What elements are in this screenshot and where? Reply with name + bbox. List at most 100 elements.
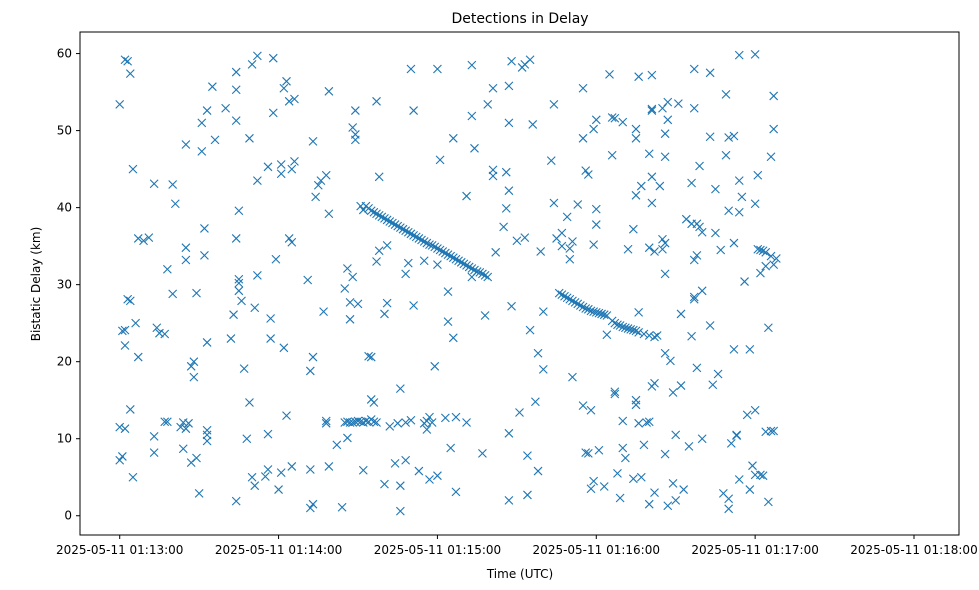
detection-marker: [197, 118, 207, 128]
detection-marker: [523, 490, 532, 500]
detection-marker: [395, 223, 405, 233]
detection-marker: [176, 422, 185, 432]
detection-marker: [562, 212, 572, 222]
detection-marker: [202, 338, 212, 347]
detection-marker: [123, 294, 133, 304]
detection-marker: [345, 297, 355, 307]
detection-marker: [562, 293, 572, 303]
detection-marker: [467, 111, 477, 121]
detection-marker: [538, 364, 548, 374]
detection-marker: [753, 244, 763, 254]
detection-marker: [689, 64, 699, 74]
detection-marker: [634, 72, 644, 82]
detection-marker: [276, 468, 286, 477]
detection-marker: [279, 83, 289, 93]
detection-marker: [433, 64, 442, 74]
detection-marker: [636, 472, 646, 482]
detection-marker: [364, 351, 373, 361]
detection-marker: [631, 133, 641, 143]
detection-marker: [350, 135, 360, 145]
detection-marker: [443, 250, 453, 260]
detection-marker: [200, 224, 209, 233]
detection-marker: [189, 372, 199, 382]
detection-marker: [583, 170, 593, 179]
detection-marker: [303, 275, 313, 285]
detection-marker: [470, 143, 479, 153]
detection-marker: [353, 416, 363, 426]
detection-marker: [501, 204, 511, 213]
x-tick-label: 2025-05-11 01:14:00: [215, 543, 342, 557]
detection-marker: [374, 210, 384, 220]
detection-marker: [689, 255, 699, 265]
detection-marker: [525, 325, 535, 335]
detection-marker: [290, 157, 299, 166]
detection-marker: [713, 369, 723, 379]
detection-marker: [697, 434, 707, 444]
detection-marker: [120, 341, 130, 350]
detection-marker: [284, 96, 294, 106]
detection-marker: [589, 124, 599, 134]
detection-marker: [565, 254, 575, 264]
detection-marker: [533, 348, 543, 358]
detection-marker: [422, 416, 432, 426]
detection-marker: [194, 489, 204, 498]
detection-marker: [610, 113, 620, 123]
detection-marker: [435, 155, 445, 165]
detection-marker: [602, 330, 612, 340]
detection-marker: [594, 308, 604, 318]
detection-marker: [433, 260, 442, 270]
detection-marker: [594, 445, 604, 455]
plot-area: [115, 49, 781, 516]
detection-marker: [488, 171, 498, 181]
detection-marker: [750, 49, 760, 59]
detection-marker: [419, 256, 429, 266]
detection-marker: [631, 124, 641, 134]
detection-marker: [591, 115, 601, 125]
detection-marker: [631, 400, 641, 410]
detection-marker: [676, 381, 686, 390]
detection-marker: [692, 250, 702, 260]
detection-marker: [348, 123, 358, 132]
detection-marker: [761, 247, 771, 257]
detection-marker: [655, 181, 665, 191]
detection-marker: [769, 91, 779, 101]
detection-marker: [478, 448, 487, 458]
detection-marker: [610, 318, 620, 328]
detection-marker: [687, 331, 696, 341]
detection-marker: [462, 418, 471, 427]
detection-marker: [734, 475, 744, 484]
detection-marker: [372, 209, 381, 219]
detection-marker: [448, 333, 458, 343]
detection-marker: [401, 226, 411, 236]
detection-marker: [250, 481, 260, 491]
detection-marker: [724, 133, 734, 142]
detection-marker: [353, 299, 363, 309]
detection-marker: [684, 442, 694, 451]
detection-marker: [462, 261, 471, 270]
detection-marker: [284, 234, 294, 243]
detection-marker: [377, 212, 387, 222]
detection-marker: [305, 503, 315, 513]
y-tick-label: 10: [57, 432, 72, 446]
detection-marker: [660, 238, 670, 248]
detection-marker: [237, 296, 246, 306]
detection-marker: [409, 301, 418, 310]
detection-marker: [695, 161, 704, 171]
detection-marker: [689, 103, 699, 113]
detection-marker: [549, 198, 559, 208]
detection-marker: [631, 326, 641, 336]
detection-marker: [430, 361, 440, 371]
detection-marker: [729, 238, 739, 248]
detection-marker: [687, 178, 696, 188]
detection-marker: [750, 199, 760, 209]
detection-marker: [610, 389, 620, 399]
detection-marker: [740, 277, 749, 286]
detection-marker: [676, 309, 686, 319]
detection-marker: [443, 317, 453, 327]
detection-marker: [480, 271, 490, 280]
detection-marker: [578, 83, 588, 93]
detection-marker: [231, 67, 241, 77]
detection-marker: [234, 286, 244, 296]
detection-marker: [605, 69, 614, 79]
detection-marker: [613, 468, 622, 478]
